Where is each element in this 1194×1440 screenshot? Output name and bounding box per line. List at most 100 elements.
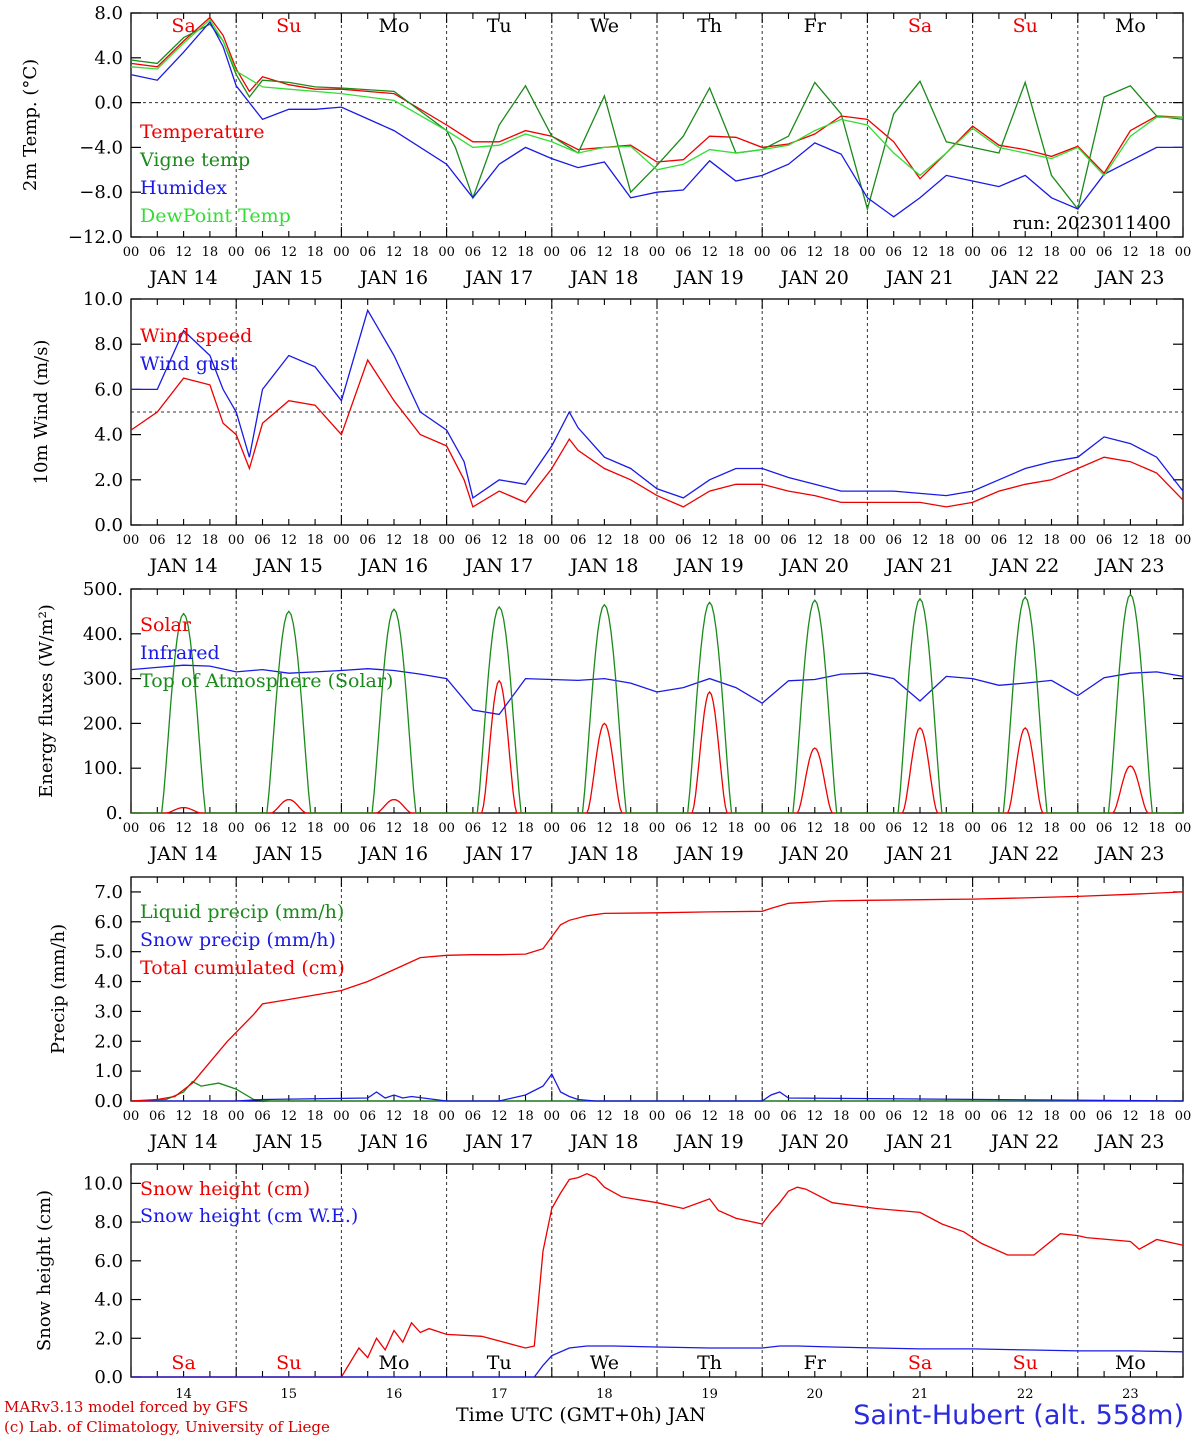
y-tick-label: 4.0 (94, 425, 123, 446)
x-hour-label: 00 (228, 821, 245, 836)
series-line (130, 1080, 1183, 1102)
y-tick-label: 6.0 (94, 379, 123, 400)
y-tick-label: 5.0 (94, 942, 123, 963)
x-hour-label: 18 (412, 1109, 429, 1124)
y-axis-label: 10m Wind (m/s) (31, 340, 52, 485)
legend-entry: Snow height (cm) (140, 1178, 310, 1200)
x-hour-label: 12 (1017, 1109, 1034, 1124)
x-hour-label: 18 (833, 821, 850, 836)
x-hour-label: 06 (149, 245, 166, 260)
legend-entry: Infrared (140, 642, 220, 664)
x-hour-label: 00 (649, 245, 666, 260)
x-hour-label: 00 (754, 245, 771, 260)
plot-frame (130, 588, 1184, 814)
x-hour-label: 00 (333, 245, 350, 260)
x-hour-label: 12 (386, 245, 403, 260)
series-line (131, 308, 1184, 499)
x-hour-label: 06 (675, 1109, 692, 1124)
x-hour-label: 06 (675, 245, 692, 260)
x-day-label: JAN 17 (463, 555, 533, 577)
weekday-label: Sa (908, 15, 932, 37)
x-hour-label: 06 (149, 1109, 166, 1124)
weekday-label: Sa (908, 1352, 932, 1374)
x-day-label: JAN 14 (148, 843, 218, 865)
x-hour-label: 18 (833, 533, 850, 548)
x-hour-label: 18 (622, 1109, 639, 1124)
x-hour-label: 12 (1017, 821, 1034, 836)
x-hour-label: 00 (123, 821, 140, 836)
x-hour-label: 06 (780, 1109, 797, 1124)
x-day-label: JAN 21 (884, 843, 954, 865)
x-day-number: 21 (912, 1387, 929, 1402)
x-hour-label: 06 (885, 533, 902, 548)
x-hour-label: 12 (1122, 245, 1139, 260)
x-hour-label: 12 (386, 1109, 403, 1124)
x-hour-label: 06 (885, 821, 902, 836)
x-hour-label: 12 (281, 533, 298, 548)
y-tick-label: 8.0 (94, 1212, 123, 1233)
x-hour-label: 18 (1043, 533, 1060, 548)
x-hour-label: 00 (754, 533, 771, 548)
x-hour-label: 06 (465, 1109, 482, 1124)
weekday-label: Mo (379, 15, 410, 37)
x-hour-label: 18 (307, 1109, 324, 1124)
y-tick-label: 200. (83, 713, 123, 734)
x-hour-label: 00 (438, 821, 455, 836)
x-hour-label: 00 (333, 533, 350, 548)
x-hour-label: 06 (254, 245, 271, 260)
x-hour-label: 12 (701, 245, 718, 260)
x-day-label: JAN 20 (779, 555, 849, 577)
x-day-label: JAN 16 (358, 843, 428, 865)
x-hour-label: 00 (544, 533, 561, 548)
x-day-label: JAN 17 (463, 267, 533, 289)
x-hour-label: 06 (991, 1109, 1008, 1124)
legend-entry: Temperature (140, 121, 264, 143)
x-hour-label: 18 (1148, 533, 1165, 548)
x-hour-label: 06 (780, 821, 797, 836)
x-hour-label: 06 (570, 533, 587, 548)
x-hour-label: 18 (517, 533, 534, 548)
x-hour-label: 00 (649, 1109, 666, 1124)
x-day-number: 16 (386, 1387, 403, 1402)
legend-entry: Liquid precip (mm/h) (140, 901, 344, 923)
x-day-label: JAN 14 (148, 1131, 218, 1153)
y-tick-label: 400. (83, 624, 123, 645)
x-day-number: 15 (281, 1387, 298, 1402)
y-tick-label: 6.0 (94, 912, 123, 933)
x-day-label: JAN 17 (463, 1131, 533, 1153)
x-day-label: JAN 21 (884, 267, 954, 289)
x-hour-label: 18 (938, 1109, 955, 1124)
x-hour-label: 06 (1096, 1109, 1113, 1124)
station-name: Saint-Hubert (alt. 558m) (853, 1400, 1184, 1431)
x-hour-label: 00 (649, 533, 666, 548)
x-hour-label: 00 (228, 533, 245, 548)
y-tick-label: −12.0 (68, 227, 123, 248)
x-day-label: JAN 14 (148, 555, 218, 577)
y-tick-label: 2.0 (94, 1031, 123, 1052)
y-tick-label: 4.0 (94, 972, 123, 993)
series-line (130, 18, 1183, 177)
legend-entry: Snow height (cm W.E.) (140, 1205, 358, 1227)
x-day-label: JAN 14 (148, 267, 218, 289)
x-hour-label: 06 (675, 533, 692, 548)
x-hour-label: 06 (149, 821, 166, 836)
x-hour-label: 06 (780, 245, 797, 260)
x-hour-label: 00 (438, 245, 455, 260)
y-tick-label: −8.0 (79, 182, 123, 203)
x-hour-label: 06 (465, 821, 482, 836)
y-tick-label: 8.0 (94, 3, 123, 24)
model-credit: MARv3.13 model forced by GFS (4, 1398, 249, 1416)
x-hour-label: 12 (491, 245, 508, 260)
x-hour-label: 00 (1070, 533, 1087, 548)
series-line (131, 1172, 1184, 1378)
x-hour-label: 12 (701, 821, 718, 836)
weekday-label: We (590, 15, 619, 37)
y-tick-label: 3.0 (94, 1001, 123, 1022)
x-hour-label: 00 (123, 533, 140, 548)
x-hour-label: 12 (386, 533, 403, 548)
y-tick-label: 0.0 (94, 93, 123, 114)
x-day-label: JAN 22 (989, 1131, 1059, 1153)
x-hour-label: 18 (938, 533, 955, 548)
x-hour-label: 18 (307, 245, 324, 260)
x-hour-label: 18 (728, 1109, 745, 1124)
